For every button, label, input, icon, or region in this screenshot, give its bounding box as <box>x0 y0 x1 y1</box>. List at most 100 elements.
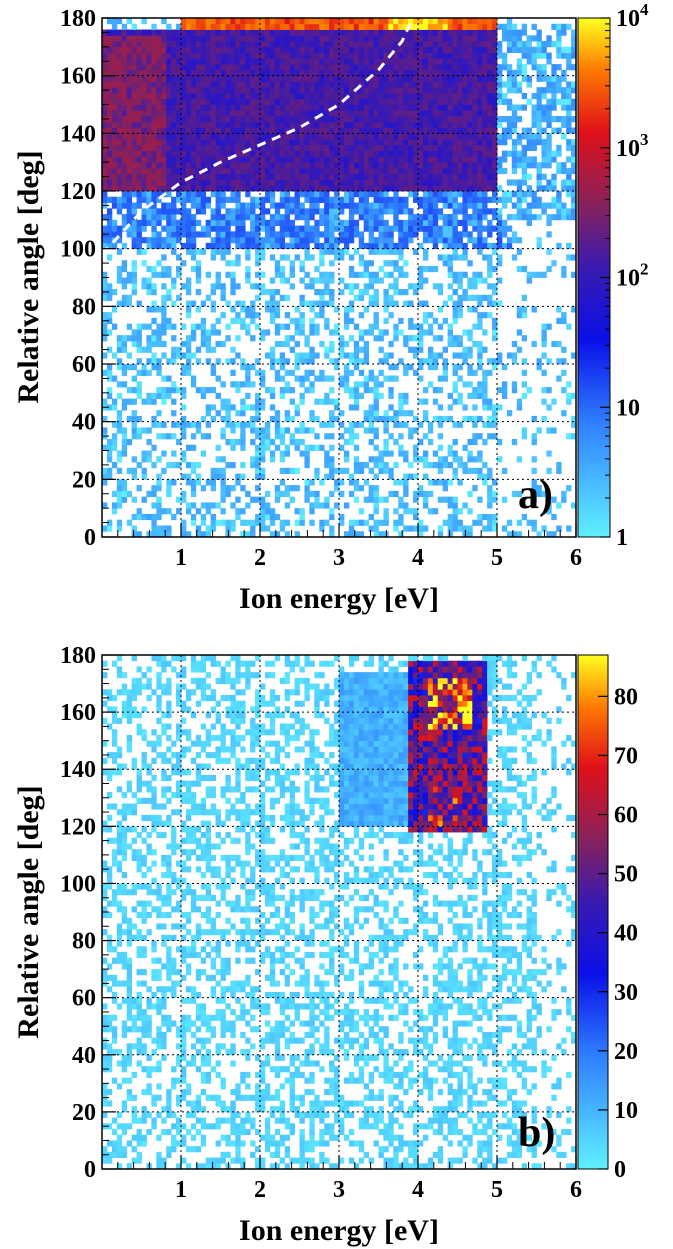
heatmap-cell <box>413 185 419 192</box>
heatmap-cell <box>536 427 542 434</box>
heatmap-cell <box>516 139 523 146</box>
heatmap-cell <box>334 219 340 226</box>
heatmap-cell <box>245 121 251 128</box>
heatmap-cell <box>403 75 409 82</box>
heatmap-cell <box>422 92 429 100</box>
heatmap-cell <box>452 502 458 509</box>
heatmap-cell <box>418 75 424 82</box>
heatmap-cell <box>309 75 315 82</box>
heatmap-cell <box>274 271 281 278</box>
heatmap-cell <box>418 23 424 30</box>
heatmap-cell <box>521 191 528 198</box>
heatmap-cell <box>383 92 389 100</box>
heatmap-cell <box>511 87 518 94</box>
heatmap-cell <box>136 185 142 192</box>
heatmap-cell <box>334 41 340 48</box>
heatmap-cell <box>492 415 498 423</box>
heatmap-cell <box>388 58 394 65</box>
heatmap-cell <box>131 410 137 417</box>
heatmap-cell <box>418 110 424 117</box>
heatmap-cell <box>141 398 147 405</box>
heatmap-cell <box>131 496 137 503</box>
heatmap-cell <box>131 121 137 128</box>
heatmap-cell <box>378 81 384 88</box>
heatmap-cell <box>393 508 399 515</box>
heatmap-cell <box>102 225 108 232</box>
heatmap-cell <box>225 58 231 65</box>
heatmap-cell <box>462 381 468 388</box>
heatmap-cell <box>166 323 172 330</box>
heatmap-cell <box>121 219 128 226</box>
heatmap-cell <box>393 364 399 371</box>
heatmap-cell <box>442 496 449 503</box>
heatmap-cell <box>373 52 379 59</box>
heatmap-cell <box>304 462 310 469</box>
heatmap-cell <box>269 294 276 301</box>
heatmap-cell <box>378 162 384 169</box>
heatmap-cell <box>329 490 335 498</box>
heatmap-cell <box>121 144 128 152</box>
heatmap-cell <box>141 121 147 128</box>
heatmap-cell <box>299 156 305 163</box>
heatmap-cell <box>102 110 108 117</box>
heatmap-cell <box>487 92 493 100</box>
heatmap-cell <box>383 18 389 25</box>
heatmap-cell <box>289 467 295 474</box>
heatmap-cell <box>373 381 379 388</box>
heatmap-cell <box>378 225 384 232</box>
heatmap-cell <box>353 75 360 82</box>
heatmap-cell <box>408 98 414 105</box>
heatmap-cell <box>146 41 152 48</box>
heatmap-cell <box>116 162 123 169</box>
heatmap-cell <box>245 98 251 105</box>
heatmap-cell <box>141 473 147 480</box>
heatmap-cell <box>378 179 384 186</box>
heatmap-cell <box>215 87 221 94</box>
heatmap-cell <box>536 69 542 77</box>
heatmap-cell <box>141 260 147 267</box>
heatmap-cell <box>408 133 414 140</box>
heatmap-cell <box>284 167 291 175</box>
heatmap-cell <box>299 87 305 94</box>
heatmap-cell <box>304 485 310 492</box>
heatmap-cell <box>477 46 483 53</box>
heatmap-cell <box>482 162 488 169</box>
heatmap-cell <box>536 64 542 71</box>
heatmap-cell <box>294 179 300 186</box>
heatmap-cell <box>343 317 350 325</box>
heatmap-cell <box>314 144 320 152</box>
heatmap-cell <box>171 156 177 163</box>
heatmap-cell <box>269 41 276 48</box>
heatmap-cell <box>363 306 370 313</box>
heatmap-cell <box>521 127 528 134</box>
heatmap-cell <box>126 335 133 342</box>
heatmap-cell <box>422 121 429 128</box>
heatmap-cell <box>185 29 192 36</box>
heatmap-cell <box>215 358 221 365</box>
heatmap-cell <box>472 242 478 250</box>
heatmap-cell <box>136 167 142 175</box>
heatmap-cell <box>195 150 202 157</box>
heatmap-cell <box>156 41 162 48</box>
heatmap-cell <box>403 508 409 515</box>
heatmap-cell <box>106 133 113 140</box>
heatmap-cell <box>329 98 335 105</box>
heatmap-cell <box>398 208 404 215</box>
heatmap-cell <box>146 46 152 53</box>
heatmap-cell <box>156 69 162 77</box>
heatmap-cell <box>200 231 207 238</box>
heatmap-cell <box>408 116 414 123</box>
heatmap-cell <box>358 231 365 238</box>
heatmap-cell <box>343 41 350 48</box>
heatmap-cell <box>299 208 305 215</box>
heatmap-cell <box>462 58 468 65</box>
heatmap-cell <box>388 110 394 117</box>
heatmap-cell <box>126 41 133 48</box>
heatmap-cell <box>462 191 468 198</box>
heatmap-cell <box>176 64 182 71</box>
heatmap-cell <box>269 231 276 238</box>
heatmap-cell <box>245 144 251 152</box>
heatmap-cell <box>329 531 335 538</box>
heatmap-cell <box>334 404 340 411</box>
heatmap-cell <box>181 127 187 134</box>
